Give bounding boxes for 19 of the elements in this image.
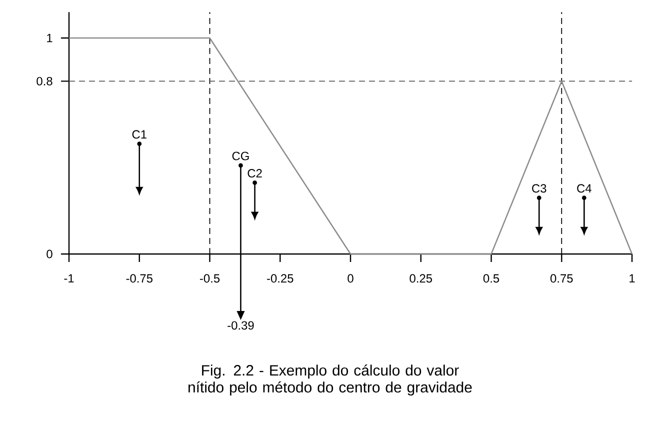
caption: Fig. 2.2 - Exemplo do cálculo do valor nítido pelo método do centro de gravidade: [188, 364, 472, 396]
annotation: CG: [232, 152, 249, 160]
x-tick-label: 0.75: [550, 274, 573, 283]
x-tick-label: -1: [64, 274, 74, 282]
annotation: C2: [248, 169, 262, 178]
x-tick-label: 0.25: [410, 274, 432, 283]
x-tick-label: 0.5: [483, 274, 500, 283]
ref-line-label: -0.39: [228, 321, 254, 330]
x-tick-label: -0.25: [267, 274, 294, 283]
annotation: C1: [132, 130, 146, 139]
annotation: C3: [532, 184, 546, 193]
y-tick-label: 1: [47, 34, 52, 42]
x-tick-label: 0: [348, 274, 354, 283]
x-tick-label: -0.75: [126, 274, 152, 283]
y-tick-label: 0.8: [36, 76, 52, 86]
annotation: C4: [577, 184, 592, 193]
x-tick-label: -0.5: [200, 274, 220, 283]
x-tick-label: 1: [630, 274, 635, 282]
y-tick-label: 0: [46, 250, 52, 258]
